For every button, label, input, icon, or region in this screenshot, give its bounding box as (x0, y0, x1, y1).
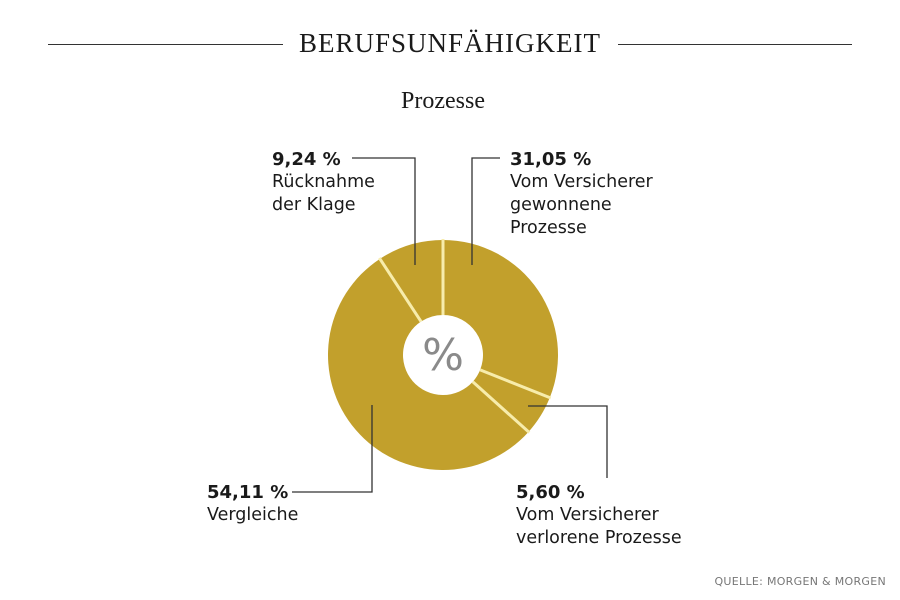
slice-1 (472, 369, 550, 432)
chart-subtitle: Prozesse (401, 88, 485, 114)
label-slice-1: 5,60 % Vom Versicherer verlorene Prozess… (516, 481, 682, 550)
center-label: % (422, 330, 464, 381)
leader-line-1 (528, 405, 608, 478)
slice-3 (379, 240, 443, 322)
slice-separator (479, 368, 552, 400)
slice-value: 31,05 % (510, 149, 592, 170)
slice-label: Rücknahme (272, 172, 375, 192)
leader-line-2 (292, 405, 373, 493)
source-note: QUELLE: MORGEN & MORGEN (714, 575, 886, 588)
leader-line-3 (352, 157, 416, 265)
slice-label: Vergleiche (207, 505, 299, 525)
label-slice-3: 9,24 % Rücknahme der Klage (272, 148, 375, 217)
slice-separator (471, 380, 531, 434)
slice-2 (327, 258, 529, 470)
slice-value: 9,24 % (272, 149, 341, 170)
title-rule-right (618, 44, 852, 45)
slice-value: 54,11 % (207, 482, 289, 503)
slice-0 (443, 240, 558, 398)
slice-label: Vom Versicherer (516, 505, 659, 525)
slice-separator (378, 257, 423, 323)
slice-label: verlorene Prozesse (516, 528, 682, 548)
leader-line-0 (471, 157, 500, 265)
label-slice-2: 54,11 % Vergleiche (207, 481, 298, 527)
chart-title: BERUFSUNFÄHIGKEIT (0, 28, 900, 59)
title-rule-left (48, 44, 283, 45)
slice-label: der Klage (272, 195, 356, 215)
slice-label: Prozesse (510, 218, 587, 238)
slice-label: gewonnene (510, 195, 612, 215)
label-slice-0: 31,05 % Vom Versicherer gewonnene Prozes… (510, 148, 653, 240)
slice-label: Vom Versicherer (510, 172, 653, 192)
slice-value: 5,60 % (516, 482, 585, 503)
